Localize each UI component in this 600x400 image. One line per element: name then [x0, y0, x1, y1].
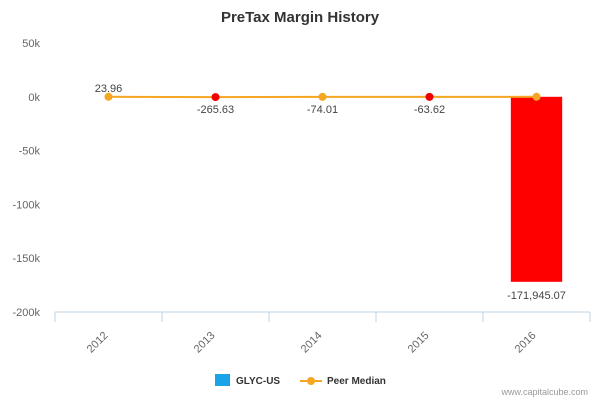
x-tick-label: 2012: [85, 330, 111, 356]
x-axis-ticks: [54, 312, 591, 322]
data-label-2013: -265.63: [197, 104, 234, 116]
y-tick-label: -50k: [19, 146, 41, 158]
y-tick-label: 0k: [28, 92, 40, 104]
marker-2012: [104, 92, 113, 101]
legend-label-glyc-us: GLYC-US: [236, 376, 280, 387]
y-tick-label: -150k: [12, 253, 40, 265]
x-tick-label: 2014: [299, 330, 325, 356]
marker-2013: [211, 93, 220, 102]
bar-series: [510, 96, 563, 282]
x-tick-label: 2013: [192, 330, 218, 356]
y-tick-label: -200k: [12, 307, 40, 319]
y-tick-label: 50k: [22, 38, 40, 50]
legend: GLYC-US Peer Median: [215, 374, 386, 387]
x-tick-label: 2015: [406, 330, 432, 356]
legend-swatch-glyc-us: [215, 374, 230, 386]
data-label-2015: -63.62: [414, 104, 445, 116]
y-axis-tick-labels: 50k 0k -50k -100k -150k -200k: [12, 38, 40, 319]
credit-text: www.capitalcube.com: [500, 387, 588, 397]
bar-2016: [510, 96, 563, 282]
legend-marker-peer-median: [307, 377, 315, 385]
marker-2016: [532, 92, 541, 101]
y-tick-label: -100k: [12, 199, 40, 211]
chart-title: PreTax Margin History: [221, 9, 380, 26]
legend-label-peer-median: Peer Median: [327, 376, 386, 387]
peer-median-series: [104, 92, 541, 102]
data-label-2016: -171,945.07: [507, 290, 566, 302]
data-label-2014: -74.01: [307, 104, 338, 116]
x-axis-tick-labels: 2012 2013 2014 2015 2016: [85, 330, 539, 356]
data-labels: 23.96 -265.63 -74.01 -63.62 -171,945.07: [95, 83, 566, 302]
data-label-2012: 23.96: [95, 83, 123, 95]
x-tick-label: 2016: [513, 330, 539, 356]
marker-2015: [425, 92, 434, 101]
marker-2014: [318, 92, 327, 101]
